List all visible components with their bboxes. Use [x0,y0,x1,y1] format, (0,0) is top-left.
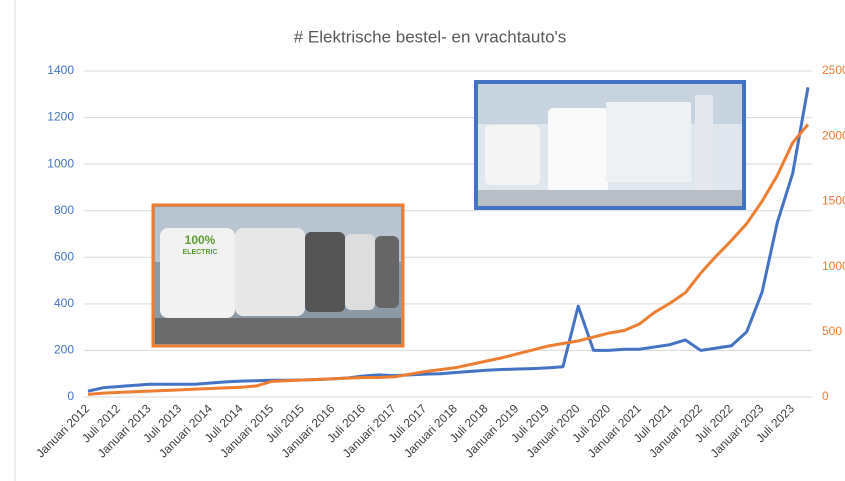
y2-tick-label: 0 [822,389,829,403]
trailer [606,102,691,182]
y-tick-label: 1000 [47,156,74,170]
y-tick-label: 0 [67,389,74,403]
ground [478,190,742,206]
truck [548,108,608,193]
y2-tick-label: 1000 [822,259,845,273]
y-tick-label: 800 [54,203,74,217]
series-line [87,123,810,396]
photo-text: ELECTRIC [183,249,218,256]
ground [155,318,401,344]
y-tick-label: 600 [54,249,74,263]
y2-tick-label: 2500 [822,63,845,77]
van-photo: 100% ELECTRIC [151,203,405,348]
photo-text: 100% [185,233,216,247]
charger [695,95,713,195]
y-tick-label: 200 [54,343,74,357]
series-line [87,87,810,393]
van [235,228,305,316]
truck [485,125,540,185]
van [305,232,345,312]
y-tick-label: 400 [54,296,74,310]
van [375,236,399,308]
y2-tick-label: 1500 [822,194,845,208]
van [160,228,235,318]
y-tick-label: 1200 [47,110,74,124]
truck-photo [474,80,746,210]
y-tick-label: 1400 [47,63,74,77]
y2-tick-label: 2000 [822,128,845,142]
chart-title: # Elektrische bestel- en vrachtauto's [294,27,567,46]
y2-tick-label: 500 [822,324,842,338]
van [345,234,375,310]
